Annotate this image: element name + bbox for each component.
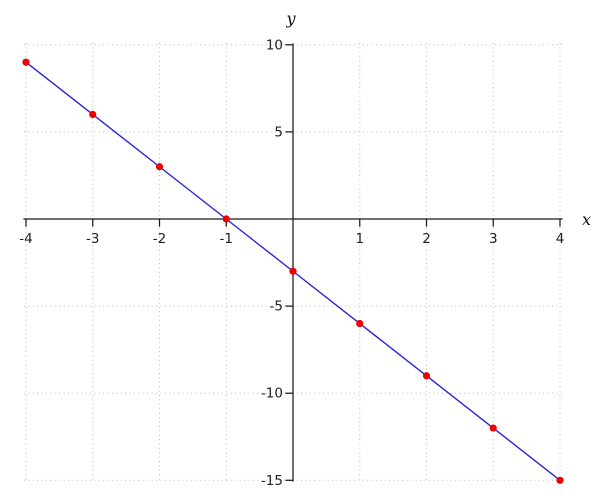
y-axis-label: y (285, 9, 296, 28)
y-tick-label: 5 (274, 124, 283, 140)
x-tick-label: -3 (86, 231, 99, 247)
x-tick-label: -4 (19, 231, 32, 247)
x-axis-label: x (582, 210, 591, 229)
x-tick-label: 2 (422, 231, 431, 247)
data-point (22, 58, 30, 66)
data-point (489, 424, 497, 432)
x-tick-label: 1 (355, 231, 364, 247)
data-point (289, 267, 297, 275)
axes: -4 -3 -2 -1 1 2 3 4 10 5 -5 -10 -15 (19, 37, 565, 489)
y-tick-label: -10 (261, 386, 283, 402)
y-tick-label: -15 (261, 473, 283, 489)
data-point (222, 215, 230, 223)
gridlines (24, 43, 564, 481)
x-tick-label: -1 (220, 231, 233, 247)
data-point (356, 319, 364, 328)
x-tick-label: 3 (489, 231, 498, 247)
x-tick-label: -2 (153, 231, 166, 247)
data-series (22, 58, 564, 484)
y-tick-label: -5 (270, 299, 283, 315)
y-tick-label: 10 (266, 37, 283, 53)
data-point (155, 163, 164, 171)
data-point (89, 110, 97, 119)
data-point (556, 476, 564, 484)
x-tick-label: 4 (556, 231, 565, 247)
data-point (422, 372, 431, 380)
